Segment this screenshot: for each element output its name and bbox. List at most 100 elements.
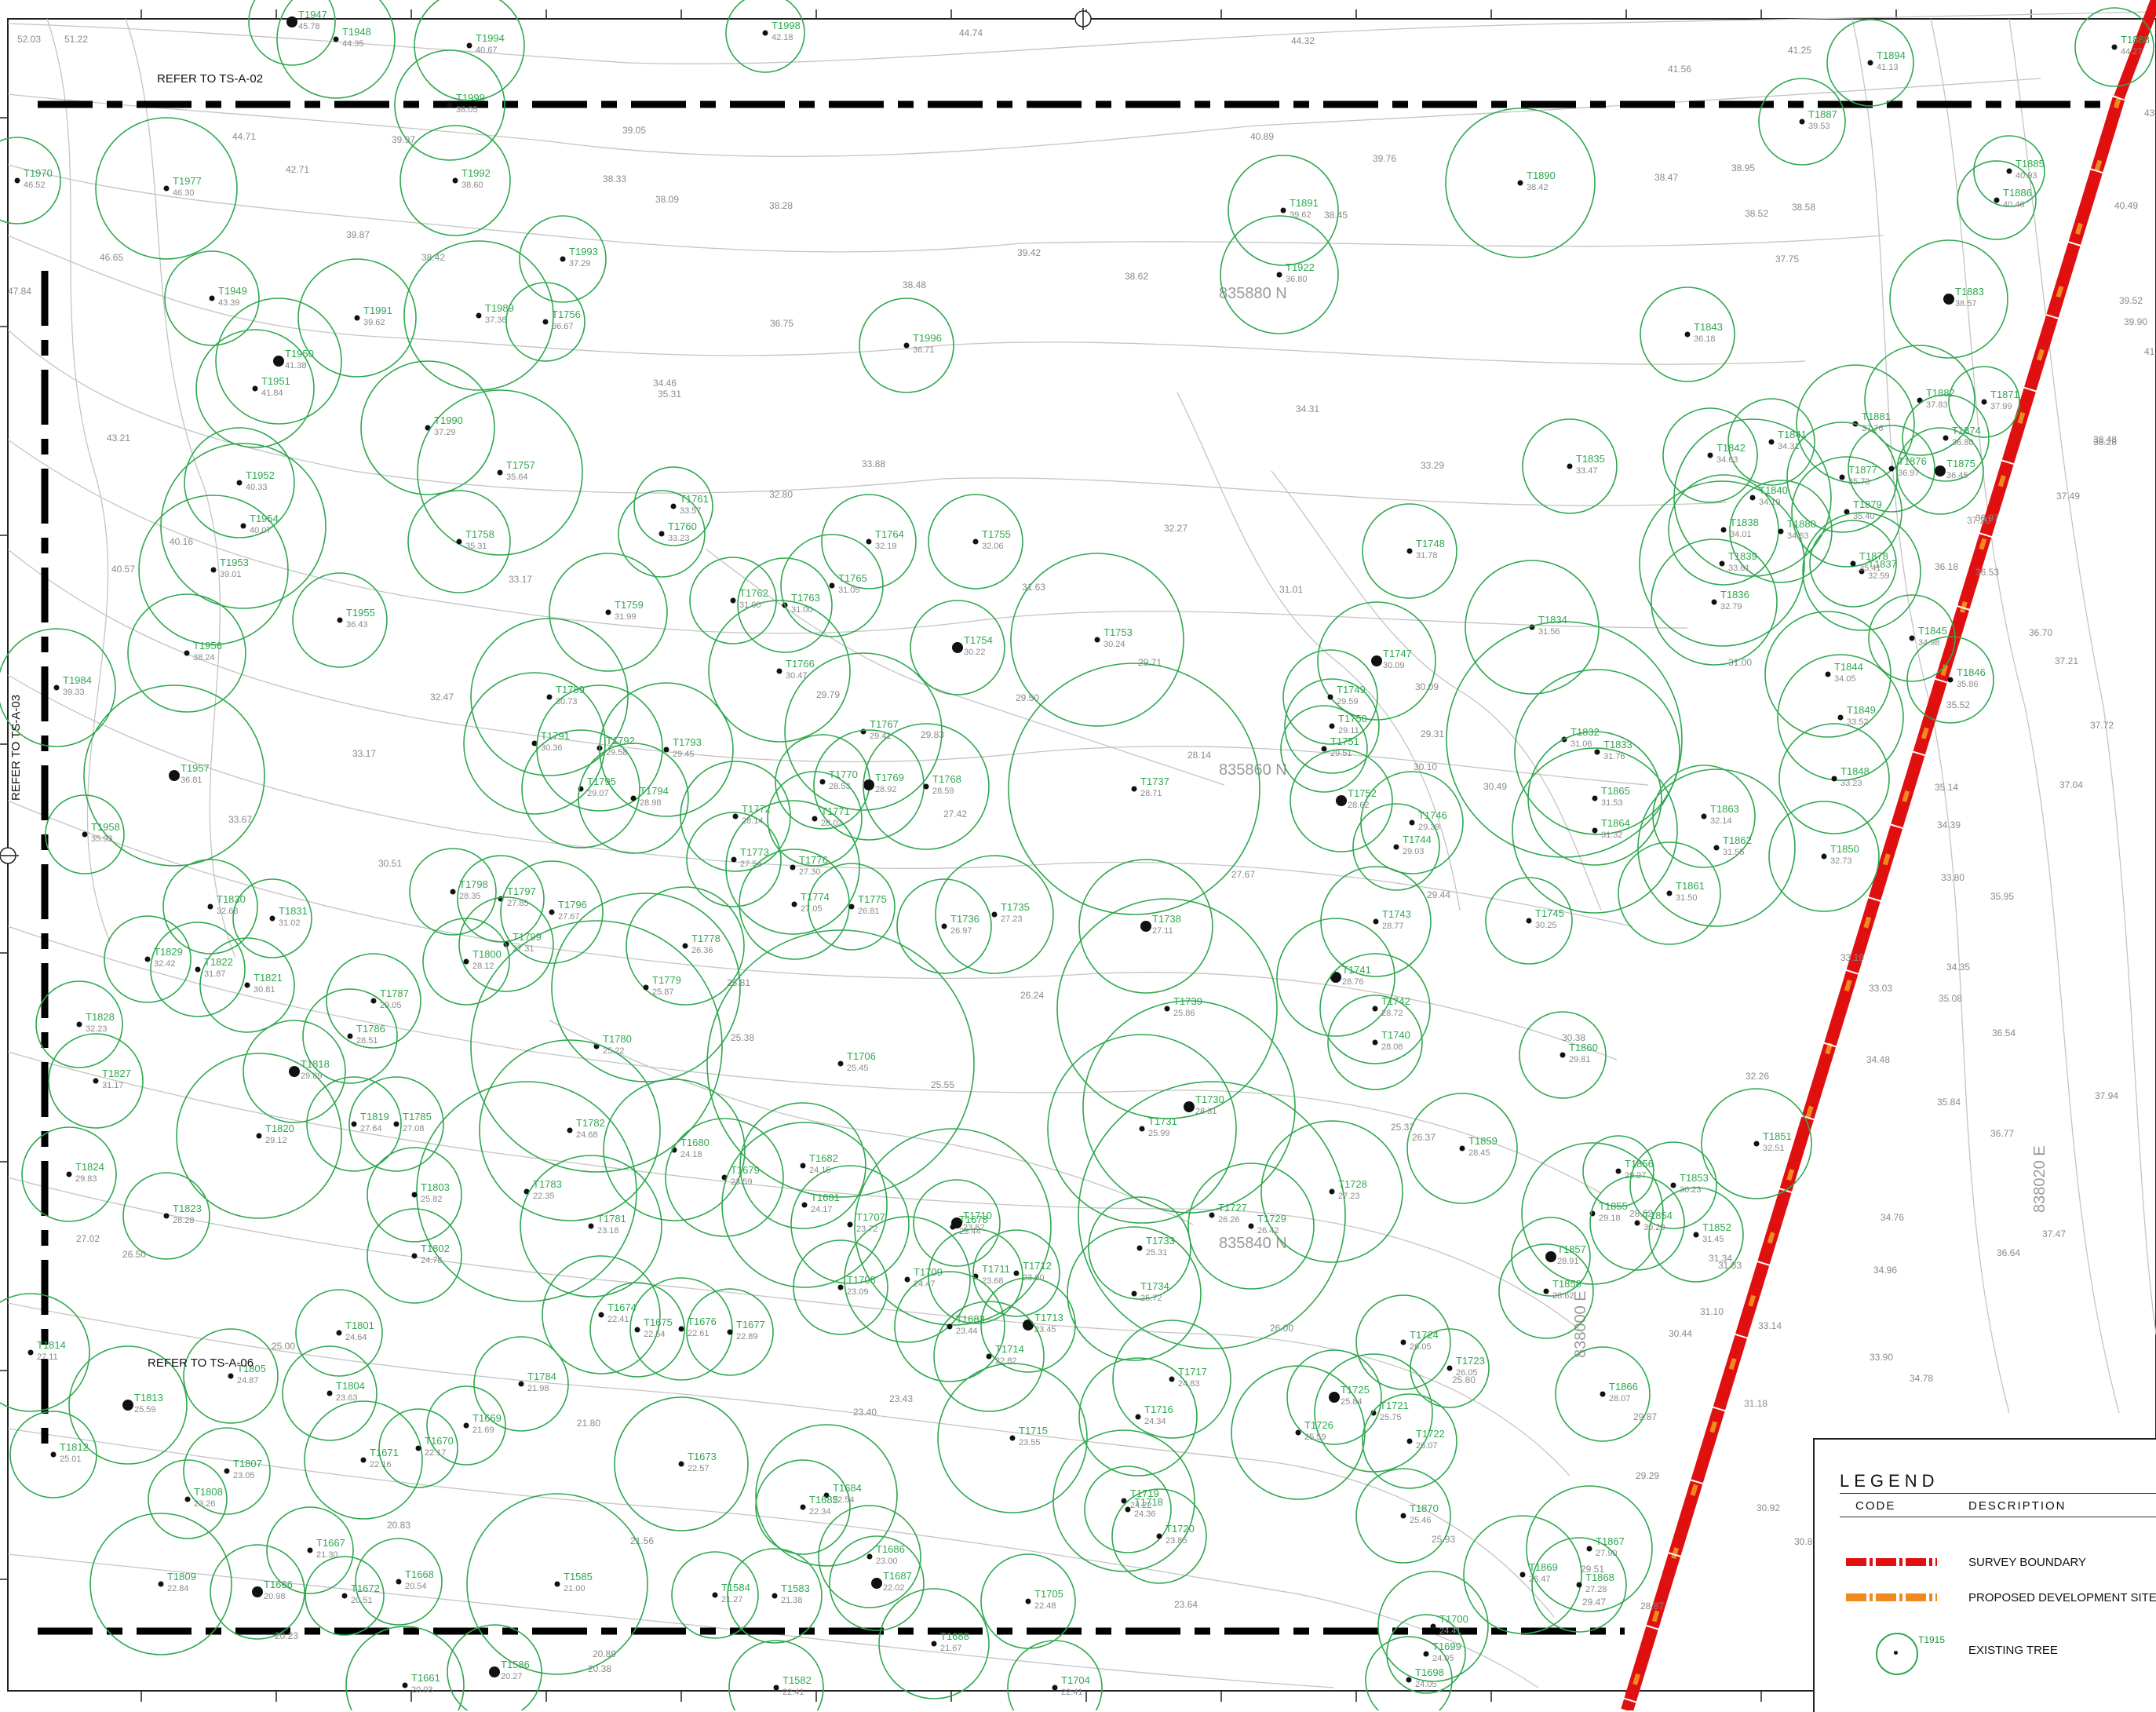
grid-coordinate-label: 838000 E: [1572, 1290, 1589, 1358]
tree-trunk-dot-icon: [2111, 44, 2118, 50]
tree-canopy-circle: [199, 937, 295, 1033]
tree-trunk-dot-icon: [1121, 1498, 1127, 1504]
tree-id: T1723: [1456, 1355, 1485, 1367]
existing-tree: T1716 24.34: [1078, 1357, 1198, 1477]
tree-level: 26.47: [1529, 1575, 1551, 1584]
tree-trunk-dot-icon: [1867, 60, 1873, 66]
tree-level: 39.62: [363, 318, 385, 327]
tree-level: 28.08: [1381, 1042, 1403, 1052]
existing-tree: T1726 25.59: [1231, 1365, 1366, 1500]
tree-level: 25.99: [1148, 1129, 1170, 1138]
tree-id: T1719: [1130, 1488, 1159, 1499]
tree-trunk-dot-icon: [1370, 1410, 1377, 1416]
tree-canopy-circle: [1276, 918, 1395, 1037]
tree-canopy-circle: [148, 1459, 228, 1539]
existing-tree: T1871 37.99: [1948, 366, 2020, 438]
spot-level: 23.43: [889, 1393, 913, 1404]
tree-canopy-circle: [292, 572, 388, 668]
tree-id: T1735: [1001, 901, 1030, 913]
tree-level: 25.31: [1146, 1248, 1168, 1258]
tree-canopy-circle: [1485, 877, 1573, 965]
ref-label-north: REFER TO TS-A-02: [157, 72, 264, 86]
tree-canopy-circle: [1618, 841, 1721, 945]
existing-tree: T1672 20.51: [305, 1556, 385, 1636]
frame-crosshair-north: [1074, 8, 1092, 30]
tree-id: T1885: [2016, 158, 2045, 170]
tree-id: T1661: [411, 1672, 440, 1684]
existing-tree: T1894 41.13: [1826, 19, 1914, 107]
tree-trunk-dot-icon: [848, 903, 855, 910]
tree-level: 32.79: [1720, 602, 1742, 611]
tree-id: T1863: [1710, 803, 1739, 815]
tree-trunk-dot-icon: [224, 1468, 230, 1474]
tree-trunk-dot-icon: [1373, 918, 1379, 925]
spot-level: 38.45: [1324, 210, 1348, 221]
tree-id: T1871: [1990, 389, 2019, 400]
tree-id: T1894: [1877, 49, 1906, 61]
ref-label-west: REFER TO TS-A-03: [9, 694, 23, 801]
tree-trunk-dot-icon: [1052, 1685, 1058, 1691]
spot-level: 40.49: [2114, 200, 2138, 211]
spot-level: 34.31: [1296, 403, 1319, 414]
tree-level: 20.27: [501, 1672, 523, 1681]
tree-canopy-circle: [739, 1102, 866, 1229]
tree-canopy-circle: [1290, 749, 1393, 852]
tree-canopy-circle: [1078, 1081, 1346, 1349]
tree-canopy-circle: [407, 490, 511, 593]
tree-level: 29.39: [1418, 823, 1440, 832]
tree-trunk-dot-icon: [931, 1641, 937, 1647]
tree-id: T1846: [1957, 666, 1986, 678]
tree-canopy-circle: [708, 600, 851, 743]
tree-level: 28.71: [1140, 789, 1162, 798]
tree-canopy-circle: [1282, 649, 1378, 745]
tree-trunk-dot-icon: [336, 1330, 342, 1336]
tree-level: 25.86: [1173, 1009, 1195, 1018]
tree-id: T1992: [461, 167, 491, 179]
tree-trunk-dot-icon: [1329, 723, 1335, 729]
tree-canopy-circle: [1651, 538, 1778, 666]
tree-id: T1977: [173, 175, 202, 187]
tree-canopy-circle: [755, 1459, 851, 1555]
tree-canopy-circle: [896, 878, 992, 974]
tree-canopy-circle: [937, 1363, 1088, 1513]
existing-tree: T1862 31.55: [1637, 768, 1796, 927]
tree-level: 27.85: [507, 899, 529, 908]
tree-id: T1952: [246, 469, 275, 481]
tree-id: T1949: [218, 285, 247, 297]
tree-canopy-circle: [1231, 1365, 1366, 1500]
tree-level: 31.45: [1702, 1235, 1724, 1244]
tree-id: T1752: [1348, 787, 1377, 799]
tree-level: 29.45: [673, 750, 695, 759]
tree-level: 24.05: [1415, 1680, 1437, 1689]
tree-id: T1793: [673, 736, 702, 748]
tree-level: 22.41: [783, 1688, 804, 1697]
tree-level: 35.64: [506, 473, 528, 482]
tree-trunk-dot-icon: [1935, 465, 1946, 476]
tree-id: T1869: [1529, 1561, 1558, 1573]
grid-coordinate-label: 835860 N: [1219, 761, 1287, 779]
tree-level: 28.59: [932, 787, 954, 796]
tree-level: 24.83: [1178, 1379, 1200, 1389]
existing-tree: T1957 36.81: [83, 684, 265, 867]
tree-canopy-circle: [1511, 1217, 1591, 1297]
tree-trunk-dot-icon: [1707, 452, 1713, 458]
spot-level: 20.89: [593, 1648, 616, 1659]
tree-id: T1822: [204, 956, 233, 968]
tree-id: T1687: [883, 1570, 912, 1582]
tree-level: 23.18: [597, 1226, 619, 1236]
tree-level: 28.31: [1195, 1107, 1217, 1116]
tree-trunk-dot-icon: [163, 1213, 170, 1219]
tree-trunk-dot-icon: [678, 1326, 684, 1332]
tree-canopy-circle: [520, 1155, 662, 1298]
tree-level: 28.07: [1609, 1394, 1631, 1404]
existing-tree: T1754 30.22: [910, 600, 1005, 695]
tree-id: T1684: [833, 1482, 862, 1494]
spot-level: 44.71: [232, 131, 256, 142]
tree-id: T1800: [472, 948, 502, 960]
